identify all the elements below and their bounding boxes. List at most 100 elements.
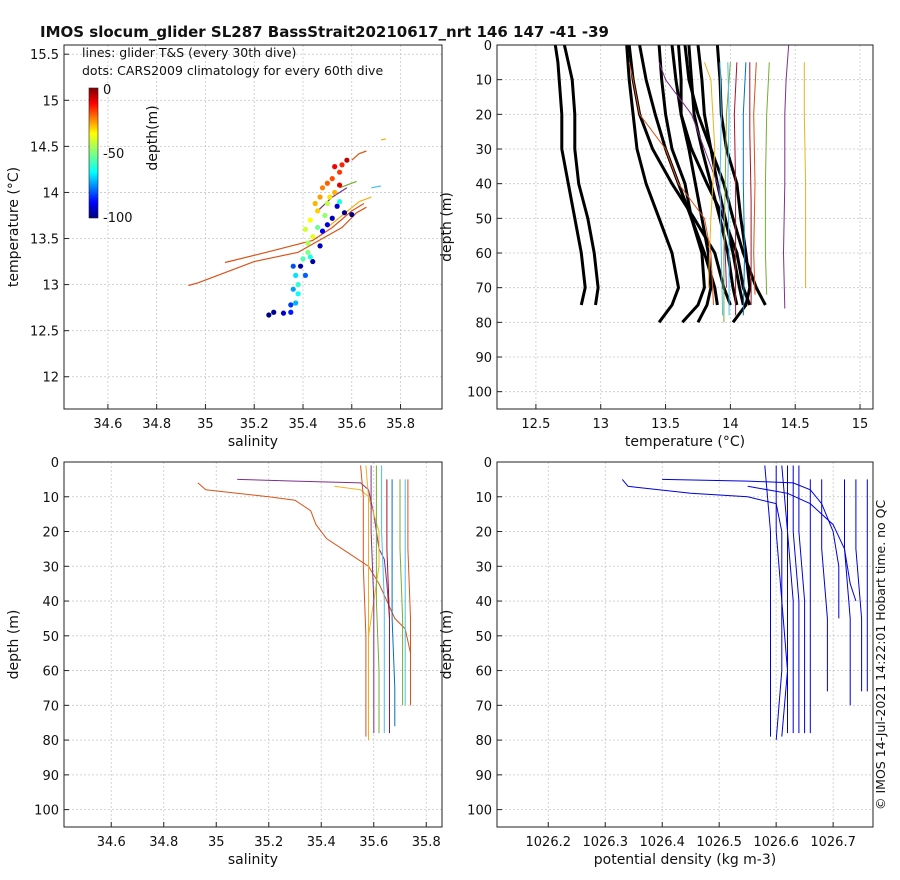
climatology-line [657,45,706,324]
y-tick-label: 70 [475,699,492,714]
colorbar-tick-label: -50 [103,147,124,162]
profile-line [723,62,731,323]
gridlines [497,44,873,409]
profile-line [628,62,714,306]
climatology-dot [290,263,296,269]
y-axis-label: depth (m) [6,610,22,680]
profile-line [407,479,411,692]
climatology-line [670,45,752,306]
climatology-dot [336,169,343,175]
climatology-dot [339,162,345,168]
climatology-line [562,45,600,306]
figure-title: IMOS slocum_glider SL287 BassStrait20210… [40,23,609,41]
gridlines [64,461,442,827]
panel-sal: 34.6 34.8 35 35.2 35.4 35.6 35.8 0 10 20 30 40 50 60 7… [6,456,443,868]
y-tick-label: 60 [475,247,492,262]
profile-line [703,62,716,288]
y-tick-label: 13 [42,279,59,294]
climatology-dot [332,189,338,196]
climatology-dot [317,243,323,249]
y-tick-label: 100 [467,804,492,819]
colorbar [88,87,99,219]
profile-line [782,45,790,309]
climatology-dot [302,272,309,278]
climatology-dot [334,203,340,209]
profile-line [386,479,390,734]
climatology-dot [295,291,301,297]
y-tick-label: 90 [42,769,59,784]
axes-frame [496,44,874,410]
x-tick-label: 1026.7 [810,835,856,850]
glider-ts-line [188,206,367,287]
panel-temp: 12.5 13 13.5 14 14.5 15 0 10 20 30 40 50 60 70 80 90 100… [439,39,874,450]
profile-line [747,485,857,602]
y-tick-label: 90 [475,351,492,366]
climatology-dot [266,312,272,318]
profile-line [399,479,404,706]
profile-line [733,62,738,316]
y-tick-label: 15 [42,94,59,109]
glider-ts-line [371,185,382,189]
copyright-note: © IMOS 14-Jul-2021 14:22:01 Hobart time.… [873,499,888,810]
x-tick-label: 14 [722,417,739,432]
x-tick-label: 34.8 [149,835,178,850]
profile-line [391,479,396,727]
y-tick-label: 80 [42,734,59,749]
profile-line [844,479,851,706]
climatology-dot [329,215,335,221]
y-tick-label: 20 [475,526,492,541]
climatology-dot [288,302,294,308]
profile-line [798,465,806,734]
climatology-dot [336,182,343,188]
climatology-dot [319,228,326,234]
x-axis-label: salinity [228,434,278,450]
glider-ts-line [339,180,357,189]
climatology-dot [332,164,338,170]
y-tick-label: 40 [42,595,59,610]
colorbar-tick-label: -100 [103,211,133,226]
plot-area [188,138,387,318]
climatology-dot [305,240,311,246]
profile-line [237,478,390,619]
x-tick-label: 34.8 [142,417,171,432]
climatology-dot [302,226,309,232]
climatology-dot [310,234,316,240]
glider-ts-line [317,187,348,212]
climatology-line [625,45,681,324]
x-tick-label: 35.4 [307,835,336,850]
panel-ts: 34.6 34.8 35 35.2 35.4 35.6 35.8 12 12.5 13 13.5 14… [6,44,443,450]
climatology-dot [327,194,333,200]
profile-line [658,62,727,288]
y-tick-label: 10 [475,491,492,506]
x-tick-label: 35.8 [386,417,415,432]
climatology-dot [295,281,301,288]
climatology-dot [341,210,348,216]
y-axis-label: depth (m) [439,192,455,262]
climatology-dot [307,254,313,260]
x-tick-label: 35 [208,835,225,850]
y-tick-label: 0 [484,39,492,54]
y-tick-label: 0 [51,456,59,471]
climatology-dot [307,217,313,223]
glider-ts-line [327,196,372,228]
plot-area [621,465,868,741]
y-tick-label: 70 [475,282,492,297]
x-tick-label: 34.6 [97,835,126,850]
colorbar-tick-label: 0 [103,83,111,98]
profile-line [375,465,380,734]
profile-line [197,482,411,706]
climatology-dot [293,272,299,278]
profile-line [381,465,385,734]
x-tick-label: 1026.3 [582,835,628,850]
y-tick-label: 15.5 [30,48,59,63]
x-tick-label: 35.6 [359,835,388,850]
x-tick-label: 13 [592,417,609,432]
profile-line [855,479,863,692]
profile-line [764,62,770,295]
climatology-dot [305,249,311,255]
climatology-dot [312,200,318,207]
y-tick-label: 40 [475,595,492,610]
climatology-line [553,45,587,306]
climatology-dot [319,185,326,191]
profile-line [792,465,800,734]
